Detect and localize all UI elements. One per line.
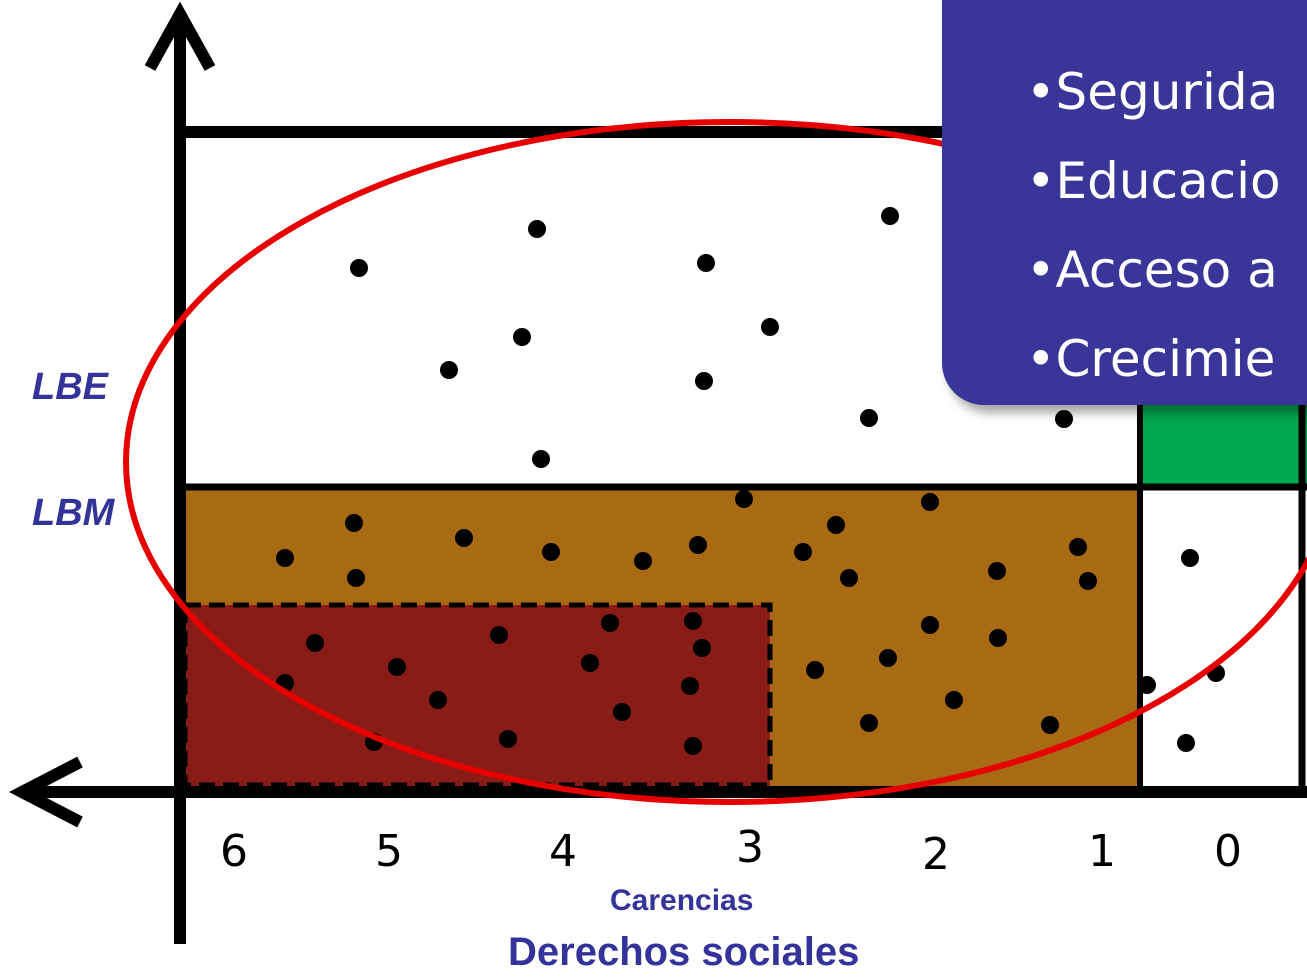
population-dot: [350, 259, 368, 277]
population-dot: [1138, 676, 1156, 694]
population-dot: [1177, 734, 1195, 752]
population-dot: [827, 516, 845, 534]
population-dot: [455, 529, 473, 547]
population-dot: [613, 703, 631, 721]
population-dot: [945, 691, 963, 709]
population-dot: [881, 207, 899, 225]
population-dot: [429, 691, 447, 709]
population-dot: [860, 714, 878, 732]
population-dot: [306, 634, 324, 652]
tick-4: 4: [549, 826, 577, 877]
population-dot: [988, 562, 1006, 580]
population-dot: [347, 569, 365, 587]
population-dot: [1041, 716, 1059, 734]
tick-2: 2: [922, 829, 950, 880]
population-dot: [794, 543, 812, 561]
dimensions-callout: •Segurida •Educacio •Acceso a •Crecimie: [942, 0, 1307, 405]
bullet-icon: •: [1026, 63, 1056, 121]
lbm-label: LBM: [32, 492, 115, 534]
tick-6: 6: [220, 826, 248, 877]
callout-item: •Educacio: [1026, 151, 1281, 240]
x-axis-title: Carencias: [610, 884, 754, 917]
population-dot: [684, 612, 702, 630]
population-dot: [1069, 538, 1087, 556]
population-dot: [634, 552, 652, 570]
callout-item-text: Crecimie: [1055, 330, 1276, 388]
extreme-poverty-zone: [183, 605, 770, 789]
arrow-up-icon: [144, 1, 216, 71]
population-dot: [921, 616, 939, 634]
population-dot: [860, 409, 878, 427]
population-dot: [989, 629, 1007, 647]
population-dot: [345, 514, 363, 532]
population-dots: [276, 207, 1225, 755]
bullet-icon: •: [1026, 241, 1056, 299]
population-dot: [490, 626, 508, 644]
population-dot: [921, 493, 939, 511]
poverty-ellipse: [123, 119, 1307, 805]
population-dot: [840, 569, 858, 587]
population-dot: [1181, 549, 1199, 567]
population-dot: [879, 649, 897, 667]
bullet-icon: •: [1026, 152, 1056, 210]
tick-3: 3: [736, 822, 764, 873]
population-dot: [388, 658, 406, 676]
population-dot: [693, 639, 711, 657]
population-dot: [695, 372, 713, 390]
population-dot: [1055, 410, 1073, 428]
population-dot: [601, 614, 619, 632]
population-dot: [697, 254, 715, 272]
arrow-left-icon: [8, 756, 83, 828]
tick-0: 0: [1214, 826, 1242, 877]
callout-item-text: Acceso a: [1055, 241, 1278, 299]
population-dot: [735, 490, 753, 508]
population-dot: [1079, 572, 1097, 590]
callout-list: •Segurida •Educacio •Acceso a •Crecimie: [1026, 62, 1281, 405]
callout-item: •Segurida: [1026, 62, 1281, 151]
population-dot: [528, 220, 546, 238]
tick-5: 5: [375, 826, 403, 877]
population-dot: [513, 328, 531, 346]
population-dot: [581, 654, 599, 672]
callout-item-text: Segurida: [1055, 63, 1279, 121]
population-dot: [276, 549, 294, 567]
lbe-label: LBE: [32, 366, 108, 408]
callout-item: •Acceso a: [1026, 240, 1281, 329]
population-dot: [542, 543, 560, 561]
population-dot: [499, 730, 517, 748]
vulnerable-income-zone: [1140, 395, 1307, 487]
bullet-icon: •: [1026, 330, 1056, 388]
population-dot: [440, 361, 458, 379]
population-dot: [806, 661, 824, 679]
tick-1: 1: [1088, 826, 1116, 877]
x-axis-subtitle: Derechos sociales: [508, 930, 860, 974]
callout-item-text: Educacio: [1055, 152, 1281, 210]
population-dot: [684, 737, 702, 755]
callout-item: •Crecimie: [1026, 329, 1281, 405]
population-dot: [761, 318, 779, 336]
population-dot: [532, 450, 550, 468]
population-dot: [681, 677, 699, 695]
population-dot: [689, 536, 707, 554]
